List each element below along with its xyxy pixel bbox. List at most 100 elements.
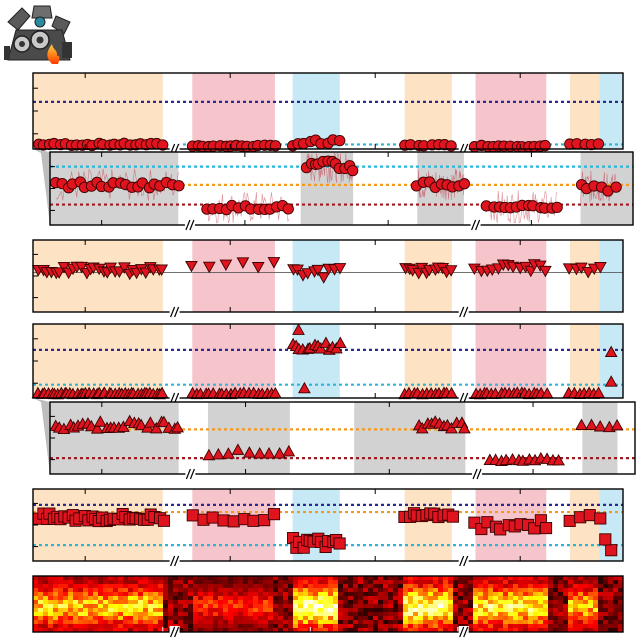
heatmap-cell <box>393 592 399 597</box>
heatmap-cell <box>158 584 164 589</box>
heatmap-cell <box>93 624 99 629</box>
heatmap-cell <box>218 584 224 589</box>
heatmap-cell <box>38 596 44 601</box>
heatmap-cell <box>173 576 179 581</box>
heatmap-cell <box>503 616 509 621</box>
heatmap-cell <box>138 612 144 617</box>
heatmap-cell <box>118 596 124 601</box>
heatmap-cell <box>593 584 599 589</box>
heatmap-cell <box>493 604 499 609</box>
data-point-outlier <box>292 323 305 335</box>
heatmap-cell <box>113 604 119 609</box>
heatmap-cell <box>298 580 304 585</box>
heatmap-cell <box>343 612 349 617</box>
heatmap-cell <box>218 616 224 621</box>
heatmap-cell <box>363 576 369 581</box>
heatmap-cell <box>48 612 54 617</box>
heatmap-cell <box>463 612 469 617</box>
heatmap-cell <box>248 604 254 609</box>
heatmap-cell <box>433 592 439 597</box>
data-point <box>468 516 481 529</box>
heatmap-cell <box>218 624 224 629</box>
data-point <box>291 264 304 277</box>
heatmap-cell <box>108 608 114 613</box>
heatmap-cell <box>278 592 284 597</box>
heatmap-cell <box>293 628 299 633</box>
heatmap-cell <box>408 596 414 601</box>
heatmap-cell <box>53 584 59 589</box>
heatmap-cell <box>508 604 514 609</box>
heatmap-cell <box>438 580 444 585</box>
heatmap-cell <box>548 592 554 597</box>
heatmap-cell <box>488 600 494 605</box>
heatmap-cell <box>448 604 454 609</box>
heatmap-cell <box>388 624 394 629</box>
heatmap-cell <box>413 620 419 625</box>
heatmap-cell <box>518 592 524 597</box>
heatmap-cell <box>538 624 544 629</box>
heatmap-cell <box>163 592 169 597</box>
heatmap-cell <box>153 600 159 605</box>
heatmap-cell <box>243 628 249 633</box>
heatmap-cell <box>523 596 529 601</box>
heatmap-cell <box>563 624 569 629</box>
heatmap-cell <box>548 628 554 633</box>
heatmap-cell <box>273 600 279 605</box>
heatmap-cell <box>283 588 289 593</box>
heatmap-cell <box>103 600 109 605</box>
heatmap-cell <box>553 588 559 593</box>
heatmap-cell <box>33 604 39 609</box>
heatmap-cell <box>498 604 504 609</box>
heatmap-cell <box>238 592 244 597</box>
heatmap-cell <box>308 592 314 597</box>
heatmap-cell <box>343 580 349 585</box>
heatmap-cell <box>218 588 224 593</box>
heatmap-cell <box>518 588 524 593</box>
heatmap-cell <box>493 576 499 581</box>
heatmap-cell <box>428 596 434 601</box>
heatmap-cell <box>138 580 144 585</box>
heatmap-cell <box>88 576 94 581</box>
heatmap-cell <box>138 588 144 593</box>
heatmap-cell <box>373 612 379 617</box>
heatmap-cell <box>238 604 244 609</box>
heatmap-cell <box>268 592 274 597</box>
heatmap-cell <box>353 596 359 601</box>
heatmap-cell <box>368 608 374 613</box>
heatmap-cell <box>178 616 184 621</box>
heatmap-cell <box>78 628 84 633</box>
heatmap-cell <box>558 576 564 581</box>
heatmap-cell <box>548 624 554 629</box>
heatmap-cell <box>208 620 214 625</box>
heatmap-cell <box>428 604 434 609</box>
heatmap-cell <box>123 620 129 625</box>
heatmap-cell <box>273 580 279 585</box>
heatmap-cell <box>178 580 184 585</box>
heatmap-cell <box>388 596 394 601</box>
heatmap-cell <box>403 616 409 621</box>
heatmap-cell <box>448 600 454 605</box>
data-point <box>333 537 346 550</box>
heatmap-cell <box>413 592 419 597</box>
heatmap-cell <box>443 628 449 633</box>
axis-break-gap-1 <box>169 555 180 567</box>
heatmap-cell <box>488 604 494 609</box>
heatmap-cell <box>118 580 124 585</box>
heatmap-cell <box>383 576 389 581</box>
heatmap-cell <box>513 604 519 609</box>
heatmap-cell <box>313 624 319 629</box>
heatmap-cell <box>153 580 159 585</box>
heatmap-cell <box>468 584 474 589</box>
heatmap-cell <box>318 596 324 601</box>
heatmap-cell <box>73 612 79 617</box>
heatmap-cell <box>273 588 279 593</box>
heatmap-cell <box>458 584 464 589</box>
heatmap-cell <box>178 584 184 589</box>
shaded-band-blue <box>599 73 623 149</box>
heatmap-cell <box>383 580 389 585</box>
heatmap-cell <box>188 580 194 585</box>
heatmap-cell <box>533 596 539 601</box>
heatmap-cell <box>73 620 79 625</box>
heatmap-cell <box>243 600 249 605</box>
heatmap-cell <box>393 580 399 585</box>
